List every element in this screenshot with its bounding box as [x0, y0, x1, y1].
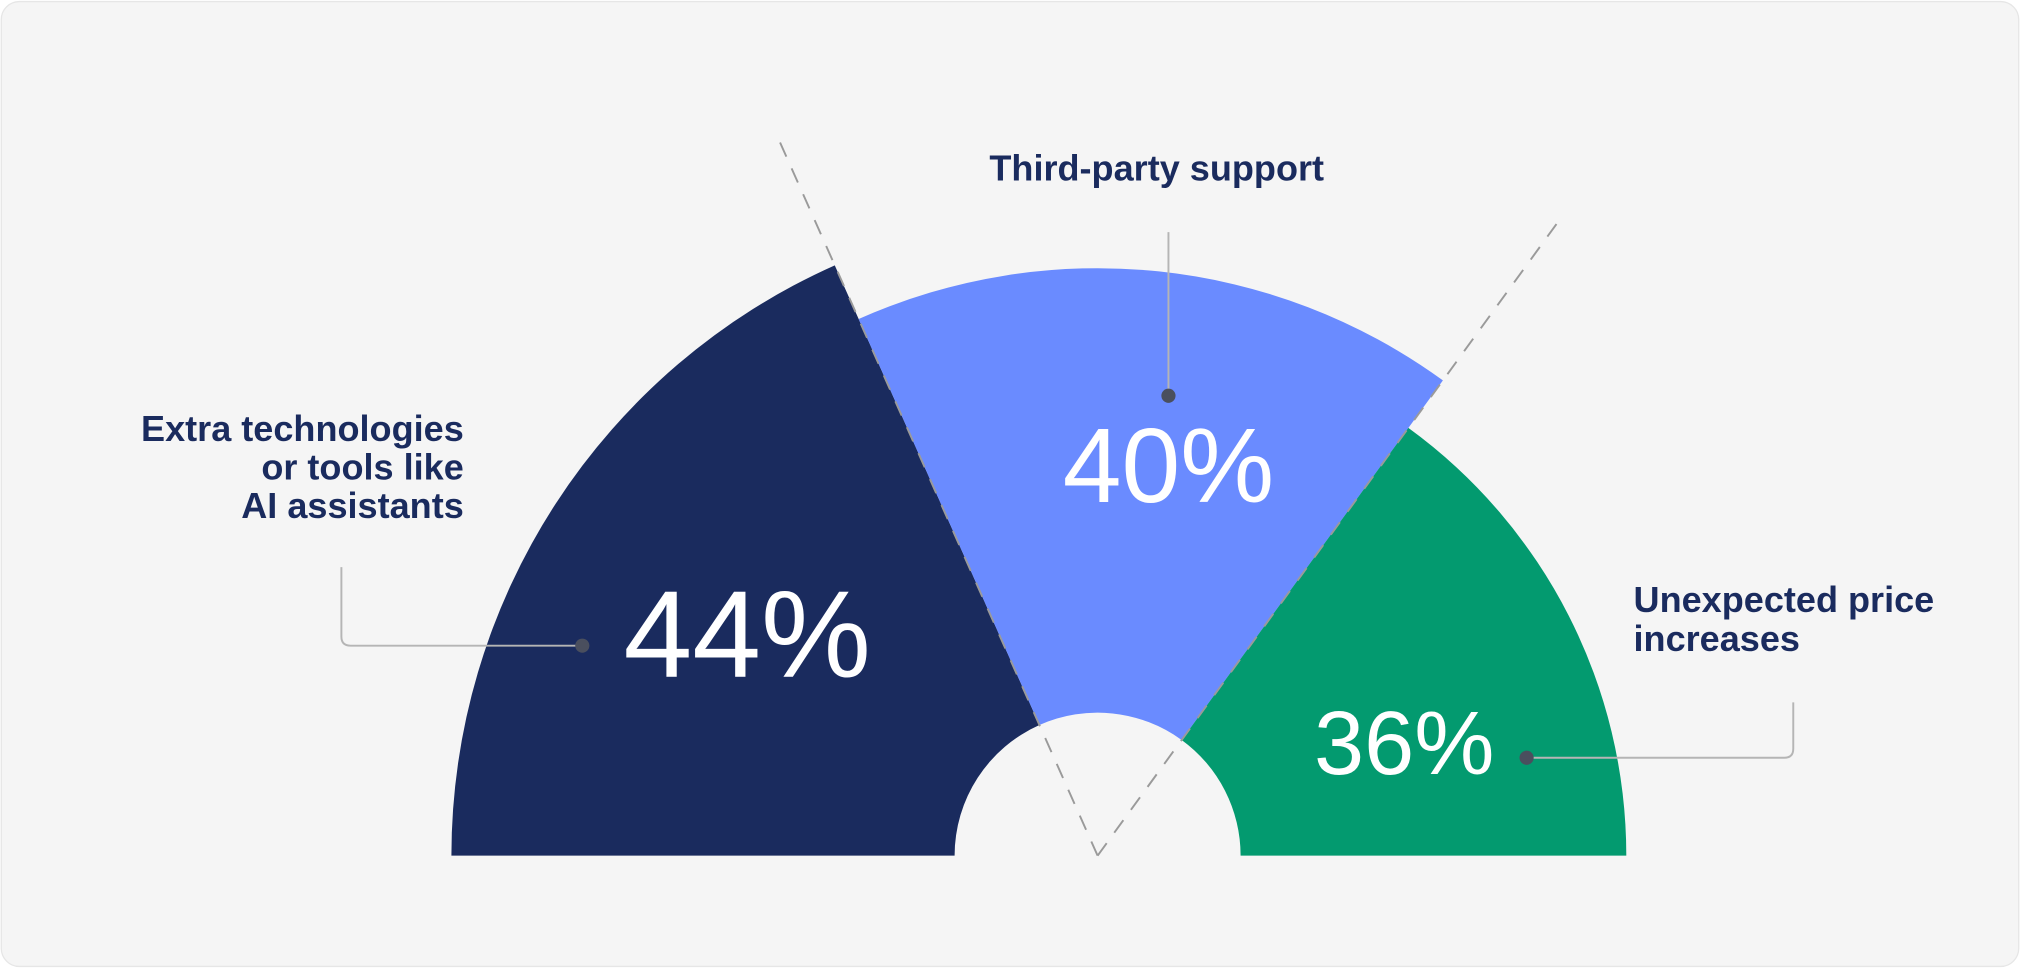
category-label-box: Unexpected price increases: [1633, 581, 1935, 659]
category-label: Third-party support: [989, 149, 1325, 189]
callout-dot: [575, 638, 590, 653]
divider: [777, 137, 1099, 857]
callout-dot: [1161, 388, 1176, 403]
value-label: 44%: [623, 566, 871, 704]
category-label-box: Third-party support: [989, 149, 1325, 189]
value-label: 36%: [1314, 693, 1494, 794]
category-label-box: Extra technologies or tools like AI assi…: [141, 409, 464, 526]
category-label: Unexpected price increases: [1633, 581, 1935, 659]
sector: [858, 268, 1443, 740]
sector: [451, 265, 1040, 856]
callout-line: [1526, 702, 1795, 759]
sector: [1181, 427, 1627, 856]
callout-dot: [1519, 750, 1534, 765]
callout-line: [340, 567, 583, 647]
value-label: 40%: [1063, 407, 1274, 525]
divider: [1096, 219, 1561, 857]
category-label: Extra technologies or tools like AI assi…: [141, 409, 464, 526]
